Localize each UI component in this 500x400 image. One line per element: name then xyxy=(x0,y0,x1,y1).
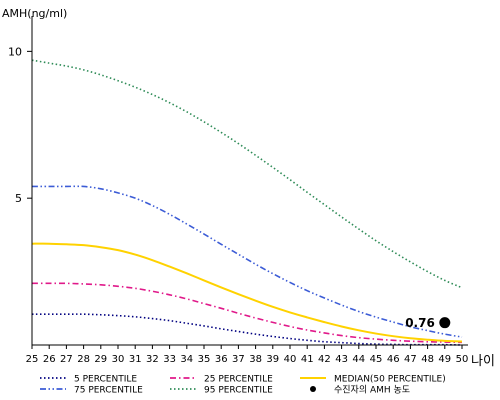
x-tick-label: 44 xyxy=(352,354,365,365)
x-tick-label: 33 xyxy=(163,354,176,365)
legend-swatch xyxy=(310,386,316,392)
y-axis-label: AMH(ng/ml) xyxy=(2,7,67,20)
x-tick-label: 50 xyxy=(456,354,469,365)
x-tick-label: 25 xyxy=(26,354,39,365)
x-tick-label: 49 xyxy=(438,354,451,365)
x-tick-label: 39 xyxy=(266,354,279,365)
legend-label: MEDIAN(50 PERCENTILE) xyxy=(334,375,446,385)
y-tick-label: 10 xyxy=(8,45,22,58)
y-tick-label: 5 xyxy=(15,192,22,205)
x-tick-label: 31 xyxy=(129,354,142,365)
x-tick-label: 27 xyxy=(60,354,73,365)
legend-item-series-4: 95 PERCENTILE xyxy=(170,386,273,396)
x-tick-label: 48 xyxy=(421,354,434,365)
legend-label: 75 PERCENTILE xyxy=(74,386,143,396)
x-tick-label: 42 xyxy=(318,354,331,365)
x-tick-label: 47 xyxy=(404,354,417,365)
x-tick-label: 32 xyxy=(146,354,159,365)
x-tick-label: 41 xyxy=(301,354,314,365)
legend-label: 5 PERCENTILE xyxy=(74,375,137,385)
x-axis-label: 나이 xyxy=(471,354,495,369)
x-tick-label: 35 xyxy=(198,354,211,365)
legend-label: 95 PERCENTILE xyxy=(204,386,273,396)
x-tick-label: 40 xyxy=(284,354,297,365)
series-line-1 xyxy=(32,282,463,344)
series-line-2 xyxy=(31,242,463,343)
series-line-3 xyxy=(32,185,463,338)
x-tick-label: 26 xyxy=(43,354,56,365)
legend-label: 수진자의 AMH 농도 xyxy=(334,385,410,396)
x-tick-label: 38 xyxy=(249,354,262,365)
x-tick-label: 29 xyxy=(94,354,107,365)
legend-item-series-3: 75 PERCENTILE xyxy=(40,386,143,396)
legend-item-series-2: MEDIAN(50 PERCENTILE) xyxy=(300,375,446,385)
x-tick-label: 36 xyxy=(215,354,228,365)
x-tick-label: 43 xyxy=(335,354,348,365)
legend-item-series-1: 25 PERCENTILE xyxy=(170,375,273,385)
legend-item-series-0: 5 PERCENTILE xyxy=(40,375,137,385)
patient-amh-value-label: 0.76 xyxy=(405,316,435,330)
series-line-4 xyxy=(31,59,463,289)
x-tick-label: 45 xyxy=(370,354,383,365)
x-tick-label: 30 xyxy=(112,354,125,365)
legend-label: 25 PERCENTILE xyxy=(204,375,273,385)
x-tick-label: 46 xyxy=(387,354,400,365)
patient-amh-point xyxy=(439,317,451,329)
x-tick-label: 37 xyxy=(232,354,245,365)
x-tick-label: 34 xyxy=(180,354,193,365)
legend-item-points-0: 수진자의 AMH 농도 xyxy=(310,385,410,396)
series-line-0 xyxy=(31,313,463,346)
x-tick-label: 28 xyxy=(77,354,90,365)
